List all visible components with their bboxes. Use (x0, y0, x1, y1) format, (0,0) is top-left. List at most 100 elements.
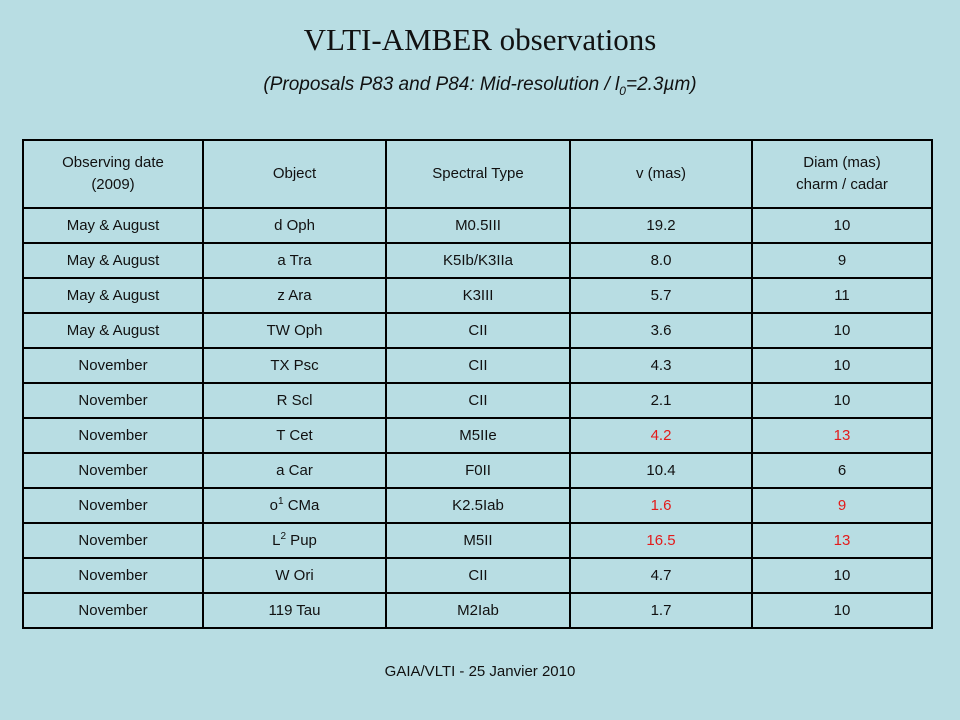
cell-diam: 11 (751, 277, 933, 314)
header-spectral-type: Spectral Type (385, 139, 571, 209)
cell-spectral-type: M2Iab (385, 592, 571, 629)
cell-object: z Ara (202, 277, 387, 314)
cell-diam: 10 (751, 207, 933, 244)
table-row: May & August TW Oph CII 3.6 10 (22, 312, 933, 349)
cell-v: 8.0 (569, 242, 753, 279)
cell-object: a Tra (202, 242, 387, 279)
table-row: November o1 CMa K2.5Iab 1.6 9 (22, 487, 933, 524)
cell-observing-date: November (22, 452, 204, 489)
header-v: v (mas) (569, 139, 753, 209)
subtitle-prefix: (Proposals P83 and P84: Mid-resolution /… (263, 74, 620, 95)
cell-observing-date: May & August (22, 242, 204, 279)
cell-diam: 9 (751, 487, 933, 524)
object-name: W Ori (275, 567, 314, 584)
cell-v: 4.7 (569, 557, 753, 594)
cell-v: 1.7 (569, 592, 753, 629)
cell-observing-date: November (22, 522, 204, 559)
object-name: T Cet (276, 427, 313, 444)
cell-spectral-type: M5II (385, 522, 571, 559)
table-row: November W Ori CII 4.7 10 (22, 557, 933, 594)
cell-v: 4.3 (569, 347, 753, 384)
cell-v: 5.7 (569, 277, 753, 314)
subtitle-subscript: 0 (619, 83, 626, 98)
footer: GAIA/VLTI - 25 Janvier 2010 (384, 663, 576, 680)
table-row: November R Scl CII 2.1 10 (22, 382, 933, 419)
header-diam-line2: charm / cadar (796, 176, 888, 193)
cell-diam: 10 (751, 312, 933, 349)
subtitle-suffix: =2.3µm) (625, 74, 697, 95)
cell-object: TX Psc (202, 347, 387, 384)
cell-object: R Scl (202, 382, 387, 419)
cell-diam: 13 (751, 522, 933, 559)
cell-v: 16.5 (569, 522, 753, 559)
cell-spectral-type: K3III (385, 277, 571, 314)
cell-object: W Ori (202, 557, 387, 594)
cell-observing-date: November (22, 557, 204, 594)
object-name: z Ara (277, 287, 312, 304)
page-subtitle: (Proposals P83 and P84: Mid-resolution /… (0, 74, 960, 98)
header-object: Object (202, 139, 387, 209)
object-name: L (272, 532, 281, 549)
object-name-rest: CMa (283, 497, 320, 514)
object-superscript: 1 (277, 496, 284, 507)
cell-spectral-type: F0II (385, 452, 571, 489)
cell-diam: 10 (751, 347, 933, 384)
cell-spectral-type: CII (385, 382, 571, 419)
table-row: November L2 Pup M5II 16.5 13 (22, 522, 933, 559)
cell-object: T Cet (202, 417, 387, 454)
object-name: d Oph (274, 217, 315, 234)
cell-v: 4.2 (569, 417, 753, 454)
table-row: May & August d Oph M0.5III 19.2 10 (22, 207, 933, 244)
header-diam: Diam (mas) charm / cadar (751, 139, 933, 209)
cell-object: a Car (202, 452, 387, 489)
cell-spectral-type: K5Ib/K3IIa (385, 242, 571, 279)
cell-object: L2 Pup (202, 522, 387, 559)
cell-diam: 13 (751, 417, 933, 454)
cell-spectral-type: CII (385, 312, 571, 349)
cell-spectral-type: K2.5Iab (385, 487, 571, 524)
cell-v: 1.6 (569, 487, 753, 524)
cell-v: 3.6 (569, 312, 753, 349)
cell-observing-date: November (22, 487, 204, 524)
cell-diam: 10 (751, 557, 933, 594)
header-observing-date: Observing date (2009) (22, 139, 204, 209)
cell-observing-date: November (22, 417, 204, 454)
cell-observing-date: May & August (22, 312, 204, 349)
cell-observing-date: May & August (22, 207, 204, 244)
object-superscript: 2 (280, 531, 287, 542)
cell-observing-date: November (22, 382, 204, 419)
cell-spectral-type: CII (385, 347, 571, 384)
object-name: TW Oph (266, 322, 323, 339)
cell-v: 2.1 (569, 382, 753, 419)
table-body: May & August d Oph M0.5III 19.2 10 May & Augu… (22, 207, 933, 629)
table-row: November 119 Tau M2Iab 1.7 10 (22, 592, 933, 629)
table-row: May & August a Tra K5Ib/K3IIa 8.0 9 (22, 242, 933, 279)
cell-v: 19.2 (569, 207, 753, 244)
cell-spectral-type: M5IIe (385, 417, 571, 454)
table-row: May & August z Ara K3III 5.7 11 (22, 277, 933, 314)
cell-spectral-type: CII (385, 557, 571, 594)
table-row: November TX Psc CII 4.3 10 (22, 347, 933, 384)
cell-diam: 10 (751, 382, 933, 419)
cell-observing-date: November (22, 347, 204, 384)
cell-observing-date: November (22, 592, 204, 629)
cell-v: 10.4 (569, 452, 753, 489)
object-name: o (269, 497, 278, 514)
cell-diam: 6 (751, 452, 933, 489)
cell-object: TW Oph (202, 312, 387, 349)
header-diam-line1: Diam (mas) (803, 154, 881, 171)
page-title: VLTI-AMBER observations (303, 22, 657, 57)
cell-spectral-type: M0.5III (385, 207, 571, 244)
object-name: a Car (276, 462, 313, 479)
table-row: November T Cet M5IIe 4.2 13 (22, 417, 933, 454)
object-name: R Scl (276, 392, 313, 409)
header-date-line2: (2009) (91, 176, 135, 193)
table-header-row: Observing date (2009) Object Spectral Ty… (22, 139, 933, 209)
observations-table: Observing date (2009) Object Spectral Ty… (22, 139, 933, 629)
cell-object: o1 CMa (202, 487, 387, 524)
object-name-rest: Pup (286, 532, 317, 549)
header-date-line1: Observing date (62, 154, 164, 171)
table-row: November a Car F0II 10.4 6 (22, 452, 933, 489)
cell-diam: 10 (751, 592, 933, 629)
cell-observing-date: May & August (22, 277, 204, 314)
